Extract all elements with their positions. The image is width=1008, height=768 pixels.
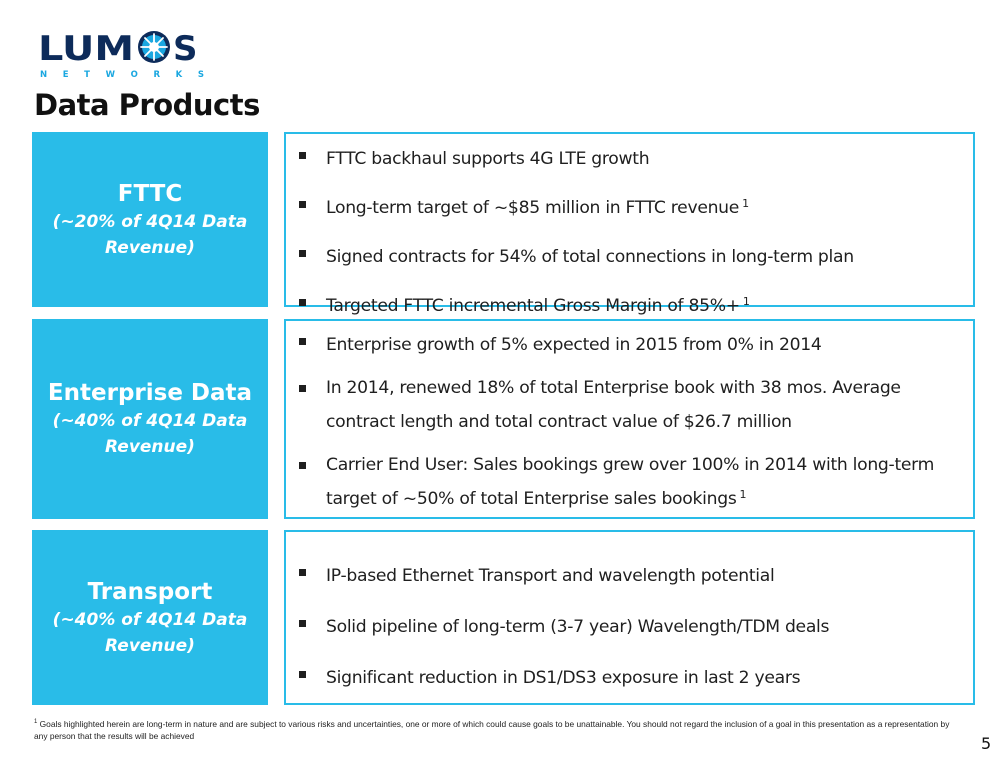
footnote-ref: 1	[742, 295, 750, 308]
logo-word-right: S	[173, 29, 198, 69]
page-title: Data Products	[34, 88, 260, 122]
bullet-item: Carrier End User: Sales bookings grew ov…	[290, 450, 963, 514]
bullet-square-icon	[299, 299, 306, 306]
bullet-item: Significant reduction in DS1/DS3 exposur…	[290, 659, 963, 693]
bullet-square-icon	[299, 250, 306, 257]
bullet-text: Solid pipeline of long-term (3-7 year) W…	[326, 617, 830, 637]
bullet-text: In 2014, renewed 18% of total Enterprise…	[326, 378, 901, 432]
bullet-item: Long-term target of ~$85 million in FTTC…	[290, 189, 963, 223]
section-content: IP-based Ethernet Transport and waveleng…	[284, 530, 975, 705]
bullet-item: Enterprise growth of 5% expected in 2015…	[290, 326, 963, 360]
logo-tagline: N E T W O R K S	[40, 70, 204, 80]
section-transport: Transport (~40% of 4Q14 Data Revenue) IP…	[32, 530, 975, 705]
bullet-item: IP-based Ethernet Transport and waveleng…	[290, 557, 963, 591]
bullet-square-icon	[299, 462, 306, 469]
footnote-text: Goals highlighted herein are long-term i…	[34, 718, 950, 741]
bullet-square-icon	[299, 671, 306, 678]
bullet-text: IP-based Ethernet Transport and waveleng…	[326, 566, 775, 586]
section-label-box: Transport (~40% of 4Q14 Data Revenue)	[32, 530, 268, 705]
section-label-box: Enterprise Data (~40% of 4Q14 Data Reven…	[32, 319, 268, 519]
footnote-ref: 1	[742, 197, 749, 210]
section-sublabel: (~40% of 4Q14 Data Revenue)	[52, 411, 248, 457]
bullet-square-icon	[299, 201, 306, 208]
section-label-box: FTTC (~20% of 4Q14 Data Revenue)	[32, 132, 268, 307]
bullet-item: Targeted FTTC incremental Gross Margin o…	[290, 287, 963, 321]
bullet-item: Signed contracts for 54% of total connec…	[290, 238, 963, 272]
bullet-item: In 2014, renewed 18% of total Enterprise…	[290, 373, 963, 437]
bullet-text: FTTC backhaul supports 4G LTE growth	[326, 149, 650, 169]
bullet-list: Enterprise growth of 5% expected in 2015…	[290, 326, 963, 514]
bullet-square-icon	[299, 385, 306, 392]
bullet-list: FTTC backhaul supports 4G LTE growth Lon…	[290, 140, 963, 321]
bullet-item: Solid pipeline of long-term (3-7 year) W…	[290, 608, 963, 642]
company-logo: LUM S N E T W O R K S	[38, 29, 204, 80]
footnote-marker: 1	[34, 719, 38, 725]
bullet-text: Long-term target of ~$85 million in FTTC…	[326, 198, 740, 218]
section-fttc: FTTC (~20% of 4Q14 Data Revenue) FTTC ba…	[32, 132, 975, 316]
bullet-text: Carrier End User: Sales bookings grew ov…	[326, 455, 935, 509]
section-content: FTTC backhaul supports 4G LTE growth Lon…	[284, 132, 975, 316]
bullet-text: Significant reduction in DS1/DS3 exposur…	[326, 668, 801, 688]
bullet-text: Targeted FTTC incremental Gross Margin o…	[326, 296, 740, 316]
section-label: Transport	[87, 578, 213, 605]
bullet-text: Enterprise growth of 5% expected in 2015…	[326, 335, 822, 355]
section-sublabel: (~40% of 4Q14 Data Revenue)	[52, 609, 248, 656]
bullet-square-icon	[299, 338, 306, 345]
footnote-ref: 1	[739, 488, 747, 501]
bullet-text: Signed contracts for 54% of total connec…	[326, 247, 854, 267]
section-sublabel: (~20% of 4Q14 Data Revenue)	[52, 211, 248, 258]
section-enterprise-data: Enterprise Data (~40% of 4Q14 Data Reven…	[32, 319, 975, 519]
section-label: Enterprise Data	[47, 380, 253, 406]
bullet-list: IP-based Ethernet Transport and waveleng…	[290, 557, 963, 693]
footnote: 1 Goals highlighted herein are long-term…	[34, 716, 964, 742]
section-content: Enterprise growth of 5% expected in 2015…	[284, 319, 975, 519]
starburst-icon	[138, 31, 170, 63]
bullet-square-icon	[299, 569, 306, 576]
bullet-square-icon	[299, 152, 306, 159]
bullet-square-icon	[299, 620, 306, 627]
page-number: 5	[981, 734, 992, 753]
bullet-item: FTTC backhaul supports 4G LTE growth	[290, 140, 963, 174]
logo-word-left: LUM	[38, 29, 134, 69]
section-label: FTTC	[117, 180, 183, 207]
